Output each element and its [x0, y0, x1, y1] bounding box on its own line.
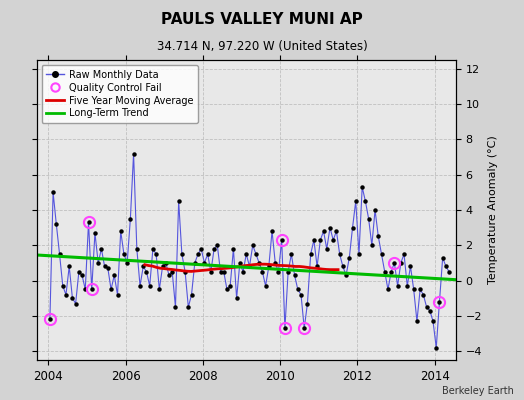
- Y-axis label: Temperature Anomaly (°C): Temperature Anomaly (°C): [488, 136, 498, 284]
- Legend: Raw Monthly Data, Quality Control Fail, Five Year Moving Average, Long-Term Tren: Raw Monthly Data, Quality Control Fail, …: [41, 65, 198, 123]
- Text: 34.714 N, 97.220 W (United States): 34.714 N, 97.220 W (United States): [157, 40, 367, 53]
- Text: PAULS VALLEY MUNI AP: PAULS VALLEY MUNI AP: [161, 12, 363, 27]
- Text: Berkeley Earth: Berkeley Earth: [442, 386, 514, 396]
